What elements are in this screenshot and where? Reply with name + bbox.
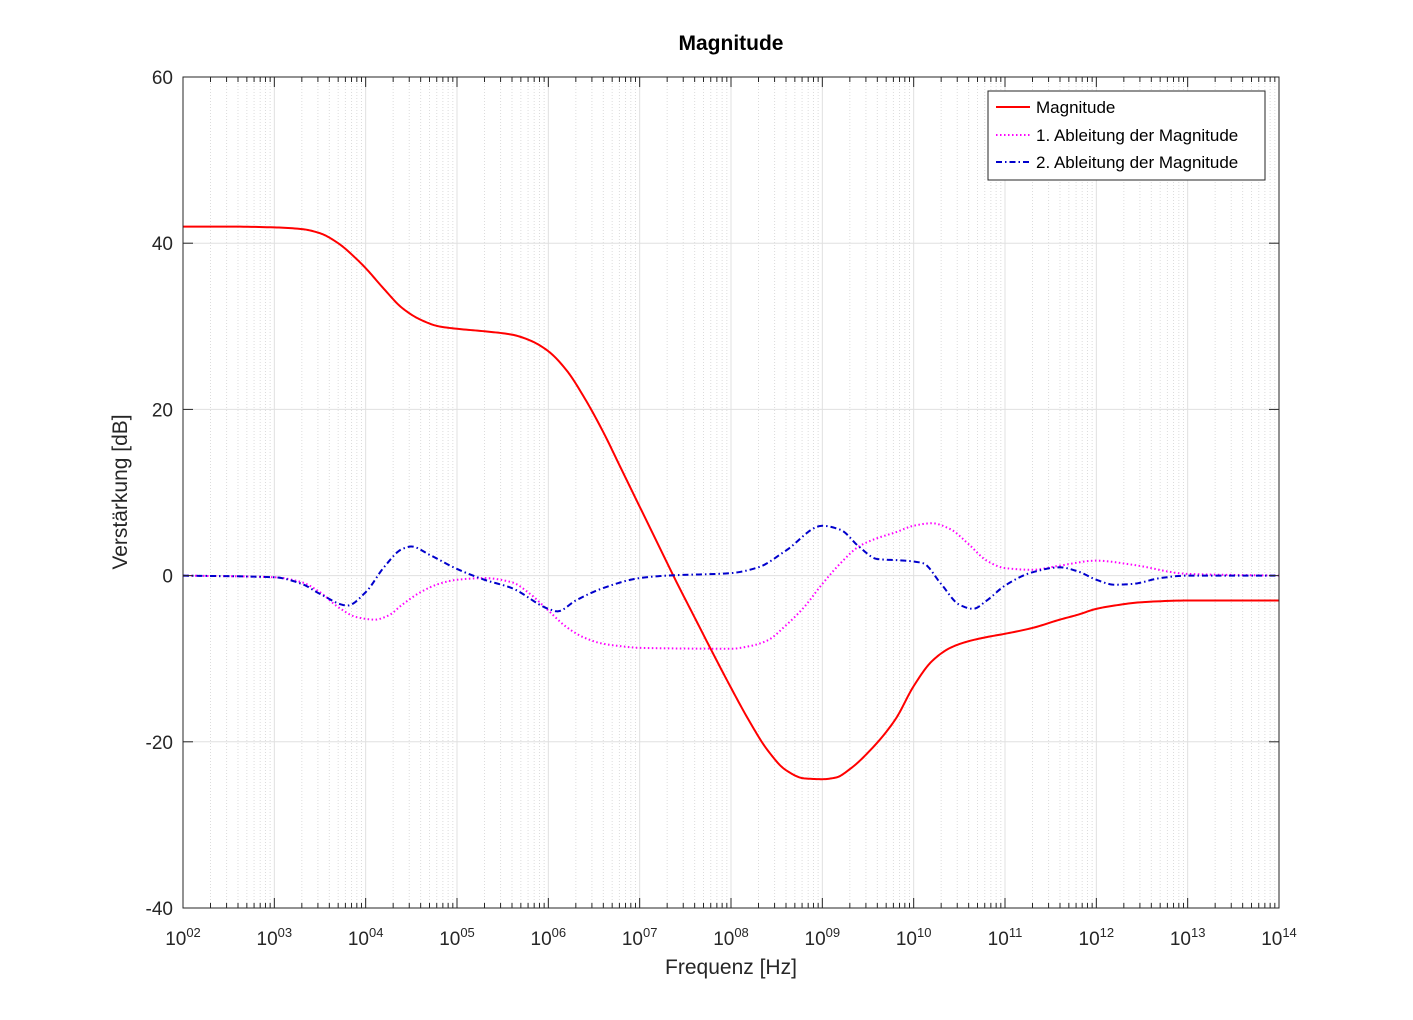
x-tick-label-exponent: 04 [369,925,383,940]
x-tick-label: 1008 [713,925,749,950]
x-tick-label-exponent: 06 [552,925,566,940]
y-tick-label: 20 [152,400,173,421]
x-tick-label-base: 10 [348,929,369,950]
legend-label-magnitude: Magnitude [1036,98,1115,117]
x-tick-label-exponent: 05 [460,925,474,940]
y-tick-label: -20 [146,733,173,754]
legend-box [987,90,1266,181]
x-tick-label: 1010 [896,925,932,950]
legend-label-first-derivative: 1. Ableitung der Magnitude [1036,126,1238,145]
x-tick-label-base: 10 [988,929,1009,950]
x-tick-label: 1007 [622,925,658,950]
x-tick-label-exponent: 12 [1100,925,1114,940]
chart-title: Magnitude [679,32,784,55]
legend: Magnitude 1. Ableitung der Magnitude 2. … [987,90,1266,181]
series-layer [182,225,1280,781]
x-tick-label: 1014 [1261,925,1297,950]
series-magnitude [183,225,1279,781]
series-second-derivative [182,524,1279,613]
x-tick-label: 1011 [988,925,1023,950]
x-tick-label-base: 10 [1079,929,1100,950]
y-tick-labels: -40 -20 0 20 40 60 [146,68,173,920]
x-tick-label: 1013 [1170,925,1206,950]
legend-label-second-derivative: 2. Ableitung der Magnitude [1036,153,1238,172]
x-tick-label-exponent: 08 [734,925,748,940]
x-tick-label-exponent: 09 [826,925,840,940]
x-tick-label-exponent: 02 [186,925,200,940]
x-tick-label-base: 10 [439,929,460,950]
x-tick-label: 1006 [531,925,567,950]
y-tick-label: 60 [152,68,173,89]
x-tick-label: 1009 [805,925,841,950]
x-tick-label-base: 10 [257,929,278,950]
x-tick-label: 1012 [1079,925,1115,950]
x-tick-label-exponent: 07 [643,925,657,940]
x-tick-label: 1002 [165,925,201,950]
series-first-derivative [182,522,1280,650]
x-tick-label: 1004 [348,925,384,950]
y-axis-title: Verstärkung [dB] [109,414,132,569]
x-tick-label: 1005 [439,925,475,950]
x-tick-label-base: 10 [531,929,552,950]
x-axis-title: Frequenz [Hz] [665,956,797,979]
y-tick-label: 40 [152,234,173,255]
x-tick-label-exponent: 11 [1009,925,1023,940]
x-tick-label-exponent: 13 [1191,925,1205,940]
x-tick-label-base: 10 [713,929,734,950]
x-tick-label-base: 10 [1170,929,1191,950]
x-tick-label-base: 10 [896,929,917,950]
x-tick-label: 1003 [257,925,293,950]
x-tick-label-exponent: 14 [1282,925,1296,940]
x-tick-labels: 1002 1003 1004 1005 1006 1007 1008 1009 1010 1011… [165,925,1297,950]
y-tick-label: 0 [162,567,173,588]
x-tick-label-base: 10 [1261,929,1282,950]
x-tick-label-base: 10 [165,929,186,950]
x-tick-label-exponent: 03 [278,925,292,940]
x-tick-label-exponent: 10 [917,925,931,940]
x-tick-label-base: 10 [805,929,826,950]
y-tick-label: -40 [146,899,173,920]
x-tick-label-base: 10 [622,929,643,950]
tick-marks [182,76,1280,909]
minor-grid [209,77,1276,908]
